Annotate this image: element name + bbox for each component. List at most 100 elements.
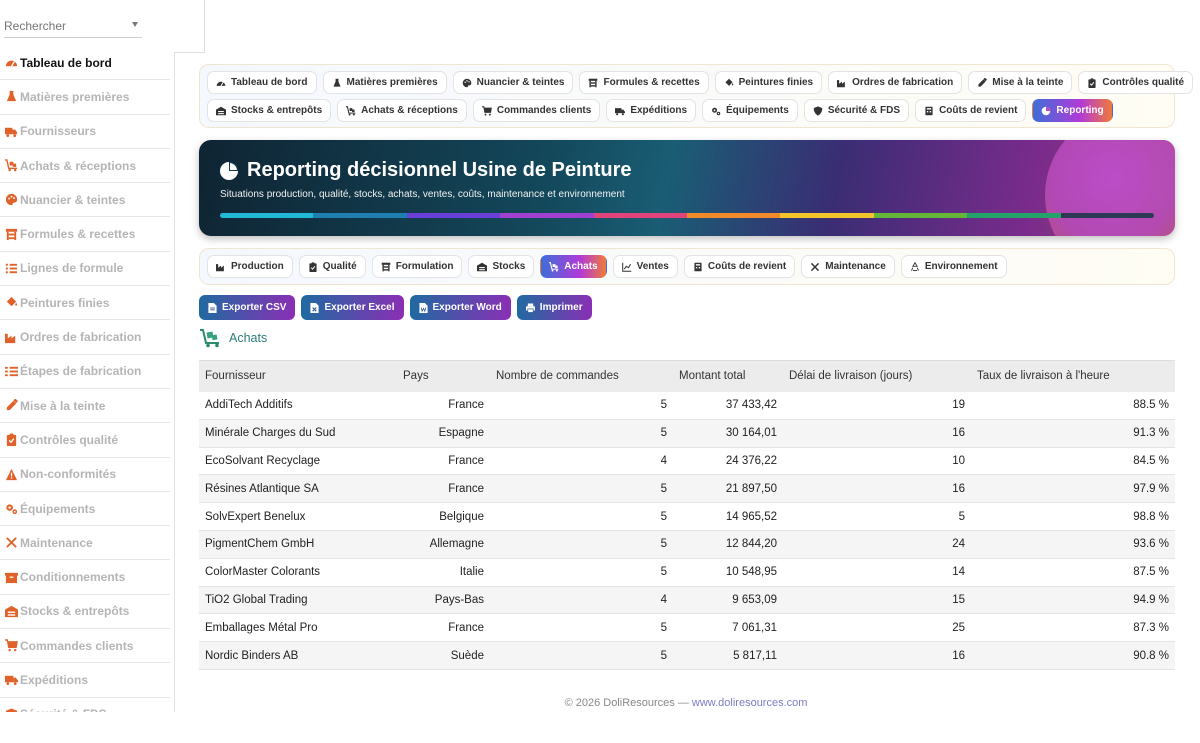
menu-item-peintures-finies[interactable]: Peintures finies [714, 71, 823, 94]
tab-maintenance[interactable]: Maintenance [801, 255, 895, 278]
table-row[interactable]: PigmentChem GmbH Allemagne 5 12 844,20 24 93.… [199, 530, 1175, 559]
menu-item-securite-fds[interactable]: Sécurité & FDS [803, 99, 910, 122]
menu-item-expeditions[interactable]: Expéditions [606, 99, 697, 122]
sidebar-item-expeditions[interactable]: Expéditions [0, 663, 170, 698]
banner-title-text: Reporting décisionnel Usine de Peinture [247, 159, 632, 181]
menu-item-nuancier-teintes[interactable]: Nuancier & teintes [452, 71, 574, 94]
cell-montant-total: 7 061,31 [673, 613, 783, 643]
sidebar-item-maintenance[interactable]: Maintenance [0, 526, 170, 561]
cell-pays: Pays-Bas [397, 586, 490, 615]
warehouse-icon [4, 604, 18, 618]
sidebar-item-label: Étapes de fabrication [20, 364, 142, 379]
export-excel-button[interactable]: Exporter Excel [301, 295, 404, 320]
coins-icon [924, 106, 934, 116]
export-csv-button[interactable]: Exporter CSV [199, 295, 296, 320]
tab-qualite[interactable]: Qualité [298, 255, 366, 278]
sidebar-item-peintures-finies[interactable]: Peintures finies [0, 286, 170, 321]
cell-nombre-de-commandes: 5 [490, 474, 673, 504]
banner-subtitle: Situations production, qualité, stocks, … [220, 189, 625, 200]
sidebar-item-matieres-premieres[interactable]: Matières premières [0, 80, 170, 115]
column-header-taux-de-livraison-a-l-heure[interactable]: Taux de livraison à l'heure [971, 360, 1175, 392]
export-word-button[interactable]: Exporter Word [409, 295, 511, 320]
column-header-pays[interactable]: Pays [397, 360, 490, 392]
tab-label: Production [231, 261, 284, 272]
cell-pays: France [397, 447, 490, 476]
industry-icon [837, 78, 847, 88]
sidebar-item-formules-recettes[interactable]: Formules & recettes [0, 217, 170, 252]
sidebar-item-fournisseurs[interactable]: Fournisseurs [0, 115, 170, 149]
menu-item-label: Mise à la teinte [992, 77, 1064, 88]
table-row[interactable]: ColorMaster Colorants Italie 5 10 548,95 14 8… [199, 558, 1175, 587]
tab-label: Formulation [395, 261, 454, 272]
menu-item-formules-recettes[interactable]: Formules & recettes [579, 71, 709, 94]
sidebar-item-non-conformites[interactable]: Non-conformités [0, 458, 170, 492]
sidebar-item-equipements[interactable]: Équipements [0, 492, 170, 527]
column-header-nombre-de-commandes[interactable]: Nombre de commandes [490, 360, 673, 392]
sidebar-item-mise-a-la-teinte[interactable]: Mise à la teinte [0, 389, 170, 424]
menu-item-mise-a-la-teinte[interactable]: Mise à la teinte [968, 71, 1073, 94]
menu-item-reporting[interactable]: Reporting [1032, 99, 1113, 122]
tab-production[interactable]: Production [207, 255, 293, 278]
tab-formulation[interactable]: Formulation [371, 255, 463, 278]
sidebar-item-label: Stocks & entrepôts [20, 604, 130, 619]
export-excel-label: Exporter Excel [324, 302, 395, 313]
cell-taux-de-livraison-a-l-heure: 97.9 % [971, 474, 1175, 504]
tab-stocks[interactable]: Stocks [468, 255, 535, 278]
search-box[interactable] [4, 14, 142, 38]
recipe-icon [381, 262, 391, 272]
menu-item-couts-de-revient[interactable]: Coûts de revient [915, 99, 1027, 122]
cell-pays: Belgique [397, 502, 490, 531]
menu-item-ordres-de-fabrication[interactable]: Ordres de fabrication [828, 71, 963, 94]
search-input[interactable] [4, 14, 124, 38]
sidebar-item-controles-qualite[interactable]: Contrôles qualité [0, 423, 170, 458]
table-row[interactable]: AddiTech Additifs France 5 37 433,42 19 88.5 … [199, 391, 1175, 420]
paint-bucket-icon [4, 296, 18, 310]
table-row[interactable]: EcoSolvant Recyclage France 4 24 376,22 10 84… [199, 447, 1175, 476]
sidebar-item-stocks-entrepots[interactable]: Stocks & entrepôts [0, 595, 170, 630]
table-row[interactable]: Minérale Charges du Sud Espagne 5 30 164,01… [199, 419, 1175, 448]
sidebar-item-etapes-de-fabrication[interactable]: Étapes de fabrication [0, 355, 170, 389]
sidebar-item-label: Fournisseurs [20, 124, 97, 139]
cell-delai-de-livraison-jours: 14 [783, 558, 971, 587]
banner-bar-segment [967, 213, 1061, 218]
menu-item-tableau-de-bord[interactable]: Tableau de bord [207, 71, 317, 94]
cell-montant-total: 24 376,22 [673, 447, 783, 476]
table-row[interactable]: TiO2 Global Trading Pays-Bas 4 9 653,09 15 94… [199, 586, 1175, 615]
banner-title: Reporting décisionnel Usine de Peinture [219, 159, 632, 182]
menu-item-commandes-clients[interactable]: Commandes clients [472, 99, 601, 122]
tab-couts-de-revient[interactable]: Coûts de revient [683, 255, 796, 278]
menu-item-controles-qualite[interactable]: Contrôles qualité [1078, 71, 1194, 94]
menu-item-equipements[interactable]: Équipements [702, 99, 798, 122]
sidebar-item-securite-fds[interactable]: Sécurité & FDS [0, 698, 170, 712]
menu-item-matieres-premieres[interactable]: Matières premières [322, 71, 447, 94]
column-header-montant-total[interactable]: Montant total [673, 360, 783, 392]
column-header-fournisseur[interactable]: Fournisseur [199, 360, 397, 392]
chevron-down-icon[interactable] [132, 22, 138, 27]
table-row[interactable]: Nordic Binders AB Suède 5 5 817,11 16 90.8 % [199, 641, 1175, 670]
table-row[interactable]: Emballages Métal Pro France 5 7 061,31 25 87.… [199, 613, 1175, 643]
tab-ventes[interactable]: Ventes [612, 255, 678, 278]
table-row[interactable]: Résines Atlantique SA France 5 21 897,50 16 9… [199, 474, 1175, 504]
sidebar-item-nuancier-teintes[interactable]: Nuancier & teintes [0, 183, 170, 218]
footer-link[interactable]: www.doliresources.com [691, 697, 808, 709]
tab-environnement[interactable]: Environnement [900, 255, 1007, 278]
sidebar-item-commandes-clients[interactable]: Commandes clients [0, 629, 170, 664]
column-header-delai-de-livraison-jours[interactable]: Délai de livraison (jours) [783, 360, 971, 392]
sidebar-item-conditionnements[interactable]: Conditionnements [0, 560, 170, 595]
menu-item-stocks-entrepots[interactable]: Stocks & entrepôts [207, 99, 332, 122]
menu-item-achats-receptions[interactable]: Achats & réceptions [337, 99, 467, 122]
sidebar-item-lignes-de-formule[interactable]: Lignes de formule [0, 252, 170, 287]
menu-item-label: Tableau de bord [231, 77, 308, 88]
cell-montant-total: 10 548,95 [673, 558, 783, 587]
recipe-icon [588, 78, 598, 88]
tab-achats[interactable]: Achats [540, 255, 607, 278]
cell-taux-de-livraison-a-l-heure: 90.8 % [971, 641, 1175, 670]
banner-bar-segment [406, 213, 501, 218]
sidebar-item-ordres-de-fabrication[interactable]: Ordres de fabrication [0, 320, 170, 355]
cell-nombre-de-commandes: 5 [490, 558, 673, 587]
sidebar-item-achats-receptions[interactable]: Achats & réceptions [0, 149, 170, 184]
print-button[interactable]: Imprimer [516, 295, 592, 320]
cell-montant-total: 21 897,50 [673, 474, 783, 504]
table-row[interactable]: SolvExpert Benelux Belgique 5 14 965,52 5 98.… [199, 502, 1175, 531]
sidebar-item-tableau-de-bord[interactable]: Tableau de bord [0, 46, 170, 81]
